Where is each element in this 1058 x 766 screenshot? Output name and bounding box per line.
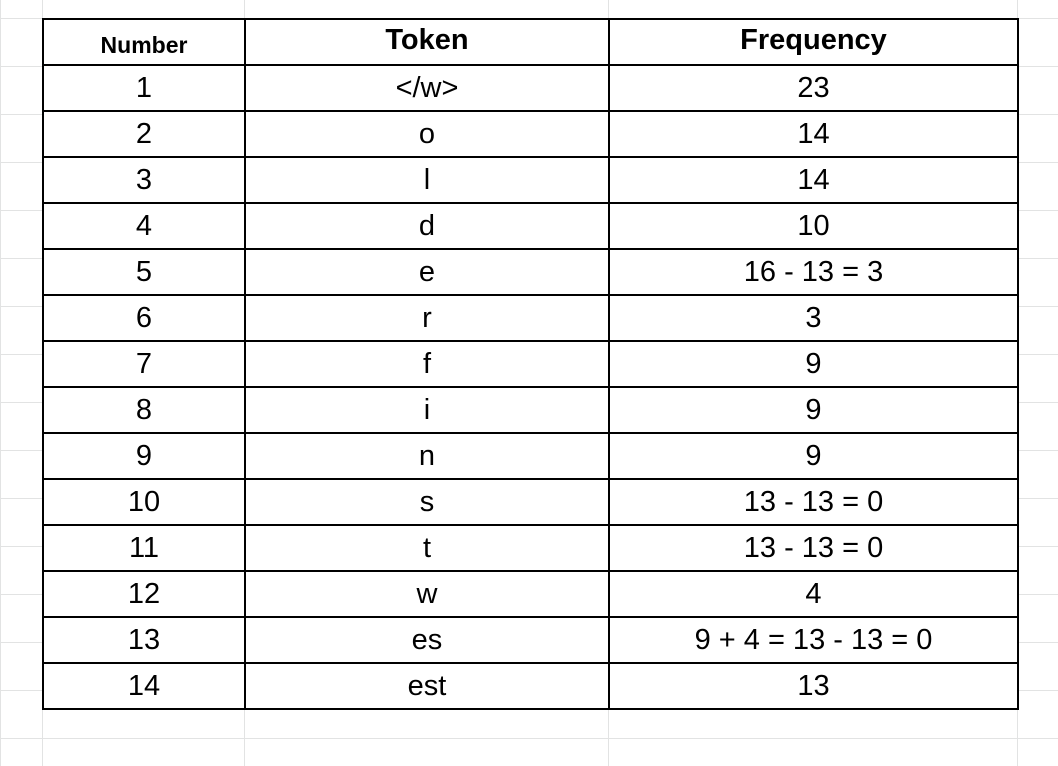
table-row: 9 n 9 — [42, 432, 1019, 480]
cell-frequency[interactable]: 14 — [608, 156, 1019, 204]
table-row: 1 </w> 23 — [42, 64, 1019, 112]
table-row: 8 i 9 — [42, 386, 1019, 434]
table-row: 14 est 13 — [42, 662, 1019, 710]
cell-frequency[interactable]: 13 — [608, 662, 1019, 710]
cell-number[interactable]: 12 — [42, 570, 246, 618]
cell-token[interactable]: f — [244, 340, 610, 388]
cell-token[interactable]: d — [244, 202, 610, 250]
cell-number[interactable]: 1 — [42, 64, 246, 112]
cell-frequency[interactable]: 13 - 13 = 0 — [608, 478, 1019, 526]
cell-token[interactable]: i — [244, 386, 610, 434]
cell-number[interactable]: 9 — [42, 432, 246, 480]
cell-token[interactable]: w — [244, 570, 610, 618]
header-frequency[interactable]: Frequency — [608, 18, 1019, 66]
cell-token[interactable]: s — [244, 478, 610, 526]
cell-token[interactable]: est — [244, 662, 610, 710]
cell-token[interactable]: es — [244, 616, 610, 664]
table-row: 13 es 9 + 4 = 13 - 13 = 0 — [42, 616, 1019, 664]
cell-number[interactable]: 14 — [42, 662, 246, 710]
header-row: Number Token Frequency — [42, 18, 1019, 66]
spreadsheet-grid: Number Token Frequency 1 </w> 23 2 o 14 … — [42, 18, 1019, 710]
cell-frequency[interactable]: 9 — [608, 340, 1019, 388]
cell-token[interactable]: e — [244, 248, 610, 296]
table-row: 6 r 3 — [42, 294, 1019, 342]
header-number[interactable]: Number — [42, 18, 246, 66]
cell-token[interactable]: </w> — [244, 64, 610, 112]
cell-number[interactable]: 10 — [42, 478, 246, 526]
cell-token[interactable]: o — [244, 110, 610, 158]
cell-frequency[interactable]: 3 — [608, 294, 1019, 342]
cell-token[interactable]: l — [244, 156, 610, 204]
cell-token[interactable]: n — [244, 432, 610, 480]
cell-token[interactable]: r — [244, 294, 610, 342]
header-token[interactable]: Token — [244, 18, 610, 66]
cell-number[interactable]: 5 — [42, 248, 246, 296]
table-row: 5 e 16 - 13 = 3 — [42, 248, 1019, 296]
table-row: 11 t 13 - 13 = 0 — [42, 524, 1019, 572]
cell-number[interactable]: 6 — [42, 294, 246, 342]
cell-frequency[interactable]: 14 — [608, 110, 1019, 158]
cell-number[interactable]: 13 — [42, 616, 246, 664]
cell-token[interactable]: t — [244, 524, 610, 572]
cell-frequency[interactable]: 9 — [608, 432, 1019, 480]
cell-frequency[interactable]: 4 — [608, 570, 1019, 618]
token-frequency-table: Number Token Frequency 1 </w> 23 2 o 14 … — [42, 18, 1019, 710]
cell-frequency[interactable]: 23 — [608, 64, 1019, 112]
table-row: 10 s 13 - 13 = 0 — [42, 478, 1019, 526]
cell-frequency[interactable]: 13 - 13 = 0 — [608, 524, 1019, 572]
cell-frequency[interactable]: 16 - 13 = 3 — [608, 248, 1019, 296]
table-row: 7 f 9 — [42, 340, 1019, 388]
table-row: 3 l 14 — [42, 156, 1019, 204]
cell-frequency[interactable]: 9 — [608, 386, 1019, 434]
table-row: 2 o 14 — [42, 110, 1019, 158]
table-row: 12 w 4 — [42, 570, 1019, 618]
table-row: 4 d 10 — [42, 202, 1019, 250]
cell-frequency[interactable]: 9 + 4 = 13 - 13 = 0 — [608, 616, 1019, 664]
cell-number[interactable]: 7 — [42, 340, 246, 388]
cell-number[interactable]: 11 — [42, 524, 246, 572]
cell-number[interactable]: 4 — [42, 202, 246, 250]
cell-frequency[interactable]: 10 — [608, 202, 1019, 250]
cell-number[interactable]: 2 — [42, 110, 246, 158]
cell-number[interactable]: 3 — [42, 156, 246, 204]
cell-number[interactable]: 8 — [42, 386, 246, 434]
